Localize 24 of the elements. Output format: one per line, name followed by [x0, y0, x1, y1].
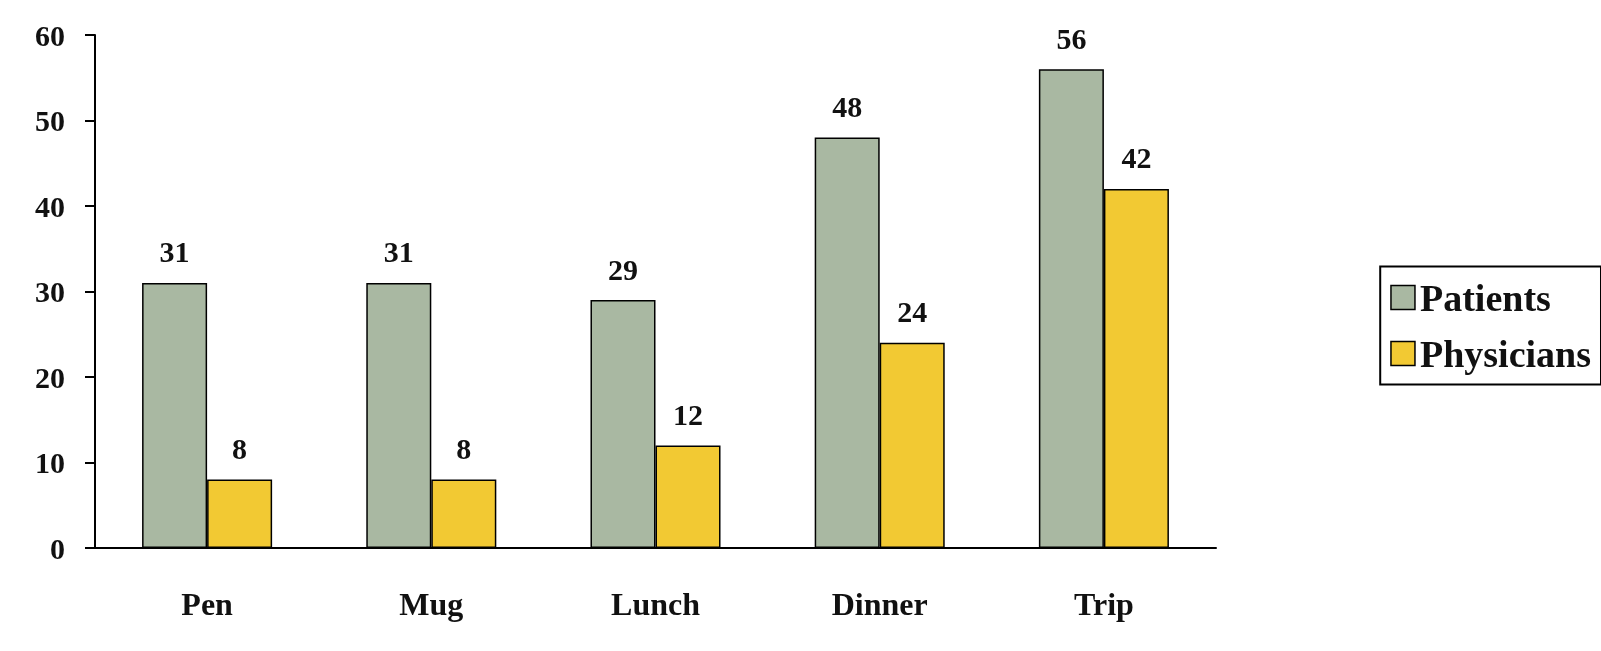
- y-tick-label: 10: [35, 446, 65, 479]
- data-label: 31: [383, 235, 414, 269]
- legend-label: Patients: [1419, 276, 1551, 319]
- y-tick-label: 20: [35, 360, 65, 394]
- y-tick-label: 0: [50, 531, 65, 565]
- y-tick-label: 30: [35, 275, 65, 308]
- y-tick-label: 50: [35, 104, 65, 137]
- legend-label: Physicians: [1419, 332, 1592, 375]
- x-tick-label: Lunch: [611, 586, 701, 622]
- x-tick-label: Pen: [181, 586, 234, 622]
- data-label: 48: [832, 90, 863, 124]
- data-label: 12: [673, 397, 704, 431]
- data-label: 29: [607, 252, 638, 286]
- data-label: 31: [159, 235, 190, 269]
- x-tick-label: Dinner: [831, 586, 928, 622]
- x-tick-label: Trip: [1073, 586, 1134, 622]
- data-label: 24: [897, 295, 928, 329]
- y-tick-label: 40: [35, 189, 65, 223]
- y-tick-label: 60: [35, 18, 65, 52]
- data-label: 42: [1121, 141, 1152, 175]
- x-tick-label: Mug: [399, 586, 464, 622]
- data-label: 8: [232, 432, 248, 466]
- data-label: 56: [1056, 21, 1087, 55]
- data-label: 8: [456, 432, 472, 466]
